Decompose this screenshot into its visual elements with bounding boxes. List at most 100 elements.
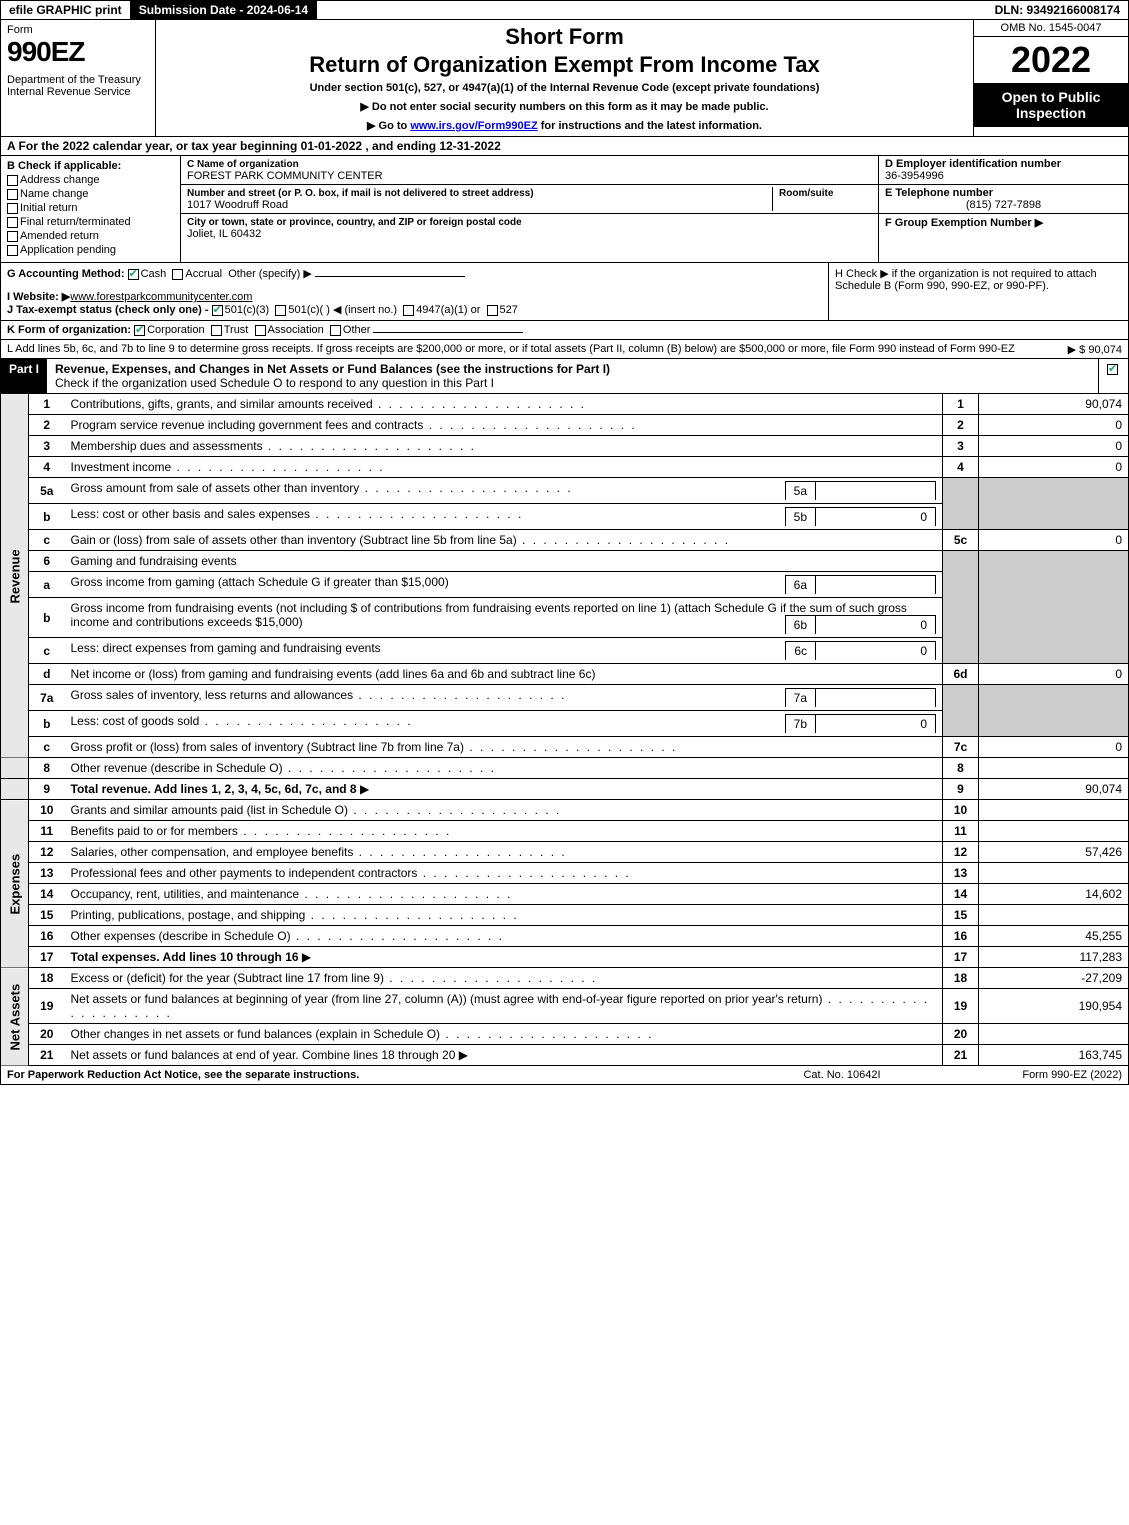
row-l: L Add lines 5b, 6c, and 7b to line 9 to … [0,340,1129,359]
other-org-input[interactable] [373,332,523,333]
form-header: Form 990EZ Department of the Treasury In… [0,20,1129,137]
revenue-side-label: Revenue [1,394,29,758]
line-6c-row: Less: direct expenses from gaming and fu… [65,638,943,664]
cb-initial-return[interactable]: Initial return [7,202,174,214]
cb-501c3[interactable] [212,305,223,316]
row-a-tax-year: A For the 2022 calendar year, or tax yea… [0,137,1129,156]
revenue-table: Revenue 1Contributions, gifts, grants, a… [0,394,1129,800]
line-17-rno: 17 [943,947,979,968]
part-i-checkbox[interactable] [1098,359,1128,393]
line-8-value [979,758,1129,779]
line-14-no: 14 [29,884,65,905]
line-13-rno: 13 [943,863,979,884]
line-1-value: 90,074 [979,394,1129,415]
line-1-rno: 1 [943,394,979,415]
line-6d-no: d [29,664,65,685]
cb-final-return[interactable]: Final return/terminated [7,216,174,228]
line-16-desc: Other expenses (describe in Schedule O) [65,926,943,947]
cb-amended-return[interactable]: Amended return [7,230,174,242]
line-18-rno: 18 [943,968,979,989]
line-7a-sub: 7a [785,688,816,707]
line-12-no: 12 [29,842,65,863]
line-8-rno: 8 [943,758,979,779]
line-6b-row: Gross income from fundraising events (no… [65,598,943,638]
line-7a-subval [816,688,936,707]
gross-receipts-value: ▶ $ 90,074 [1068,343,1122,356]
cb-association[interactable] [255,325,266,336]
line-5c-value: 0 [979,530,1129,551]
line-20-rno: 20 [943,1024,979,1045]
cb-4947[interactable] [403,305,414,316]
line-17-desc: Total expenses. Add lines 10 through 16 [65,947,943,968]
room-label: Room/suite [779,188,833,199]
line-2-value: 0 [979,415,1129,436]
line-5c-no: c [29,530,65,551]
irs-link[interactable]: www.irs.gov/Form990EZ [410,120,537,132]
line-19-desc: Net assets or fund balances at beginning… [65,989,943,1024]
schedule-b-check: H Check ▶ if the organization is not req… [835,268,1097,292]
line-9-desc: Total revenue. Add lines 1, 2, 3, 4, 5c,… [65,779,943,800]
line-8-no: 8 [29,758,65,779]
website-value[interactable]: www.forestparkcommunitycenter.com [70,291,252,303]
cb-corporation[interactable] [134,325,145,336]
instruction-line-2: ▶ Go to www.irs.gov/Form990EZ for instru… [166,119,963,132]
line-2-no: 2 [29,415,65,436]
association-label: Association [268,324,324,336]
org-name: FOREST PARK COMMUNITY CENTER [187,170,383,182]
line-15-no: 15 [29,905,65,926]
trust-label: Trust [224,324,249,336]
cb-cash[interactable] [128,269,139,280]
line-5ab-shade-val [979,478,1129,530]
phone-cell: E Telephone number (815) 727-7898 [879,185,1128,214]
submission-date: Submission Date - 2024-06-14 [131,1,317,19]
line-3-value: 0 [979,436,1129,457]
line-6d-value: 0 [979,664,1129,685]
cb-other-org[interactable] [330,325,341,336]
org-name-cell: C Name of organization FOREST PARK COMMU… [181,156,878,185]
cb-name-change[interactable]: Name change [7,188,174,200]
group-exemption-cell: F Group Exemption Number ▶ [879,214,1128,262]
line-20-value [979,1024,1129,1045]
line-13-value [979,863,1129,884]
cb-501c[interactable] [275,305,286,316]
line-1-desc: Contributions, gifts, grants, and simila… [65,394,943,415]
street-value: 1017 Woodruff Road [187,199,288,211]
block-bcdef: B Check if applicable: Address change Na… [0,156,1129,263]
group-exemption-label: F Group Exemption Number ▶ [885,217,1043,229]
line-6b-no: b [29,598,65,638]
other-specify-label: Other (specify) ▶ [228,268,312,280]
cb-application-pending[interactable]: Application pending [7,244,174,256]
line-4-no: 4 [29,457,65,478]
line-6a-sub: 6a [785,575,816,594]
cb-trust[interactable] [211,325,222,336]
row-j: J Tax-exempt status (check only one) - 5… [7,303,822,316]
line-10-no: 10 [29,800,65,821]
line-3-desc: Membership dues and assessments [65,436,943,457]
line-4-value: 0 [979,457,1129,478]
net-assets-table: Net Assets 18Excess or (deficit) for the… [0,968,1129,1066]
accrual-label: Accrual [185,268,222,280]
tax-exempt-label: J Tax-exempt status (check only one) - [7,304,209,316]
501c-label: 501(c)( ) ◀ (insert no.) [288,304,397,316]
cb-accrual[interactable] [172,269,183,280]
line-6b-sub: 6b [785,615,816,634]
line-20-no: 20 [29,1024,65,1045]
line-11-value [979,821,1129,842]
line-5a-no: 5a [29,478,65,504]
netassets-side-label: Net Assets [1,968,29,1066]
other-specify-input[interactable] [315,276,465,277]
line-5a-subval [816,481,936,500]
part-i-header: Part I Revenue, Expenses, and Changes in… [0,359,1129,394]
cb-address-change[interactable]: Address change [7,174,174,186]
city-value: Joliet, IL 60432 [187,228,261,240]
corporation-label: Corporation [147,324,204,336]
ein-cell: D Employer identification number 36-3954… [879,156,1128,185]
line-15-rno: 15 [943,905,979,926]
header-center: Short Form Return of Organization Exempt… [156,20,973,136]
efile-label: efile GRAPHIC print [1,1,131,19]
line-13-no: 13 [29,863,65,884]
dln: DLN: 93492166008174 [987,1,1128,19]
line-17-no: 17 [29,947,65,968]
cb-527[interactable] [487,305,498,316]
line-6-no: 6 [29,551,65,572]
